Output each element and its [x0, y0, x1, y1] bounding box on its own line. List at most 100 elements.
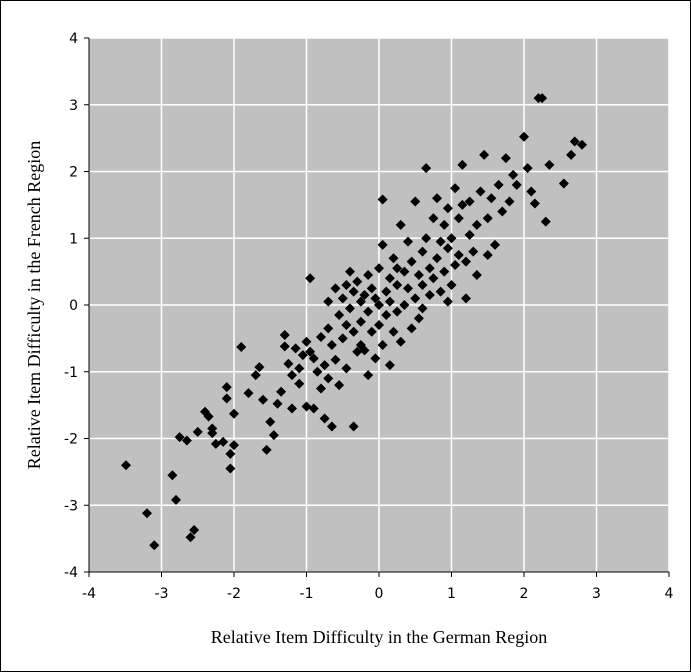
data-point — [287, 403, 297, 414]
data-point — [323, 373, 334, 384]
data-point — [432, 253, 442, 264]
data-point — [511, 179, 522, 190]
data-point — [392, 263, 403, 274]
data-point — [323, 323, 334, 334]
data-point — [428, 273, 439, 284]
data-point — [236, 342, 247, 353]
y-tick-label: 2 — [69, 165, 78, 181]
y-tick-label: -4 — [64, 565, 78, 581]
data-point — [229, 440, 239, 451]
data-point — [384, 296, 395, 307]
data-point — [250, 370, 261, 381]
data-point — [341, 320, 352, 331]
data-point — [363, 370, 374, 381]
data-point — [442, 203, 453, 214]
data-point — [330, 354, 341, 365]
data-point — [508, 169, 519, 180]
data-point — [406, 256, 417, 267]
data-point — [417, 246, 428, 257]
data-point — [577, 139, 587, 150]
data-point — [363, 306, 374, 317]
data-point — [366, 283, 377, 294]
data-point — [348, 421, 359, 432]
data-point — [294, 363, 305, 374]
data-point — [174, 432, 185, 443]
data-point — [457, 199, 468, 210]
data-point — [243, 388, 254, 399]
data-point — [384, 273, 395, 284]
data-point — [446, 233, 457, 244]
y-tick-label: 3 — [69, 98, 78, 114]
y-tick-label: -2 — [64, 432, 78, 448]
data-point — [461, 256, 471, 267]
data-point — [388, 326, 399, 337]
data-point — [203, 411, 214, 422]
data-point — [319, 413, 330, 424]
data-point — [526, 186, 537, 197]
data-point — [225, 463, 236, 474]
data-point — [421, 163, 432, 174]
x-tick-label: -2 — [227, 586, 241, 602]
data-point — [471, 219, 482, 230]
data-point — [254, 362, 265, 373]
data-point — [424, 263, 435, 274]
data-point — [330, 283, 341, 294]
data-point — [482, 213, 493, 224]
data-point — [297, 350, 308, 361]
data-point — [446, 279, 457, 290]
data-point — [464, 196, 475, 207]
data-point — [497, 206, 508, 217]
data-point — [406, 323, 417, 334]
data-point — [218, 436, 229, 447]
x-tick-label: -4 — [82, 586, 96, 602]
data-point — [308, 353, 319, 364]
data-point — [352, 276, 363, 287]
x-tick-label: -1 — [300, 586, 314, 602]
data-point — [569, 136, 580, 147]
data-point — [399, 300, 410, 310]
x-tick-label: 1 — [447, 586, 456, 602]
data-point — [265, 416, 276, 427]
data-point — [490, 239, 500, 250]
x-tick-label: 3 — [592, 586, 601, 602]
data-point — [261, 444, 272, 455]
data-point — [410, 196, 421, 207]
data-point — [392, 306, 403, 317]
data-point — [417, 303, 428, 314]
data-point — [370, 353, 381, 364]
x-tick-label: 4 — [665, 586, 674, 602]
data-point — [395, 336, 406, 347]
data-point — [334, 380, 345, 391]
data-point — [294, 378, 305, 389]
data-point — [500, 153, 511, 164]
data-point — [142, 508, 152, 519]
data-point — [413, 269, 424, 280]
data-point — [312, 366, 323, 377]
tick-labels: -4 -3 -2 -1 0 1 2 3 4 -4 -3 -2 -1 0 1 2 3 4 — [64, 31, 674, 602]
data-point — [453, 213, 464, 224]
data-point — [192, 426, 203, 437]
data-point — [326, 340, 337, 351]
data-point — [287, 370, 297, 381]
data-point — [181, 435, 192, 446]
axes — [84, 37, 670, 577]
data-point — [374, 263, 384, 274]
data-point — [442, 296, 453, 307]
y-tick-label: 4 — [69, 31, 78, 47]
y-tick-label: -1 — [64, 365, 78, 381]
data-point — [439, 219, 450, 230]
data-point — [167, 470, 178, 481]
data-point — [421, 233, 432, 244]
data-point — [468, 246, 479, 257]
data-point — [229, 408, 239, 419]
data-point — [337, 333, 348, 344]
data-point — [493, 179, 504, 190]
data-point — [283, 358, 294, 369]
data-point — [395, 219, 406, 230]
data-point — [381, 286, 392, 297]
data-point — [377, 340, 388, 351]
data-point — [377, 194, 388, 205]
data-points — [120, 93, 587, 551]
data-point — [519, 131, 529, 142]
